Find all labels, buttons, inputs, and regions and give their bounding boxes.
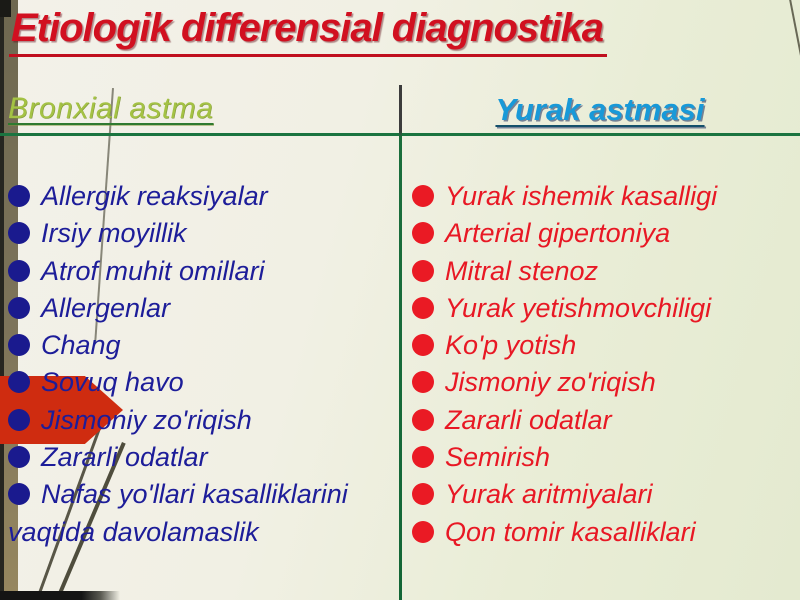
list-item: Arterial gipertoniya (412, 215, 800, 252)
bullet-icon (412, 296, 434, 319)
bullet-icon (412, 371, 434, 394)
bullet-icon (412, 520, 434, 543)
bottom-dark-strip (0, 591, 120, 600)
list-item: Yurak ishemik kasalligi (412, 178, 800, 215)
column-header-yurak-astmasi: Yurak astmasi (495, 92, 705, 127)
list-item: Mitral stenoz (412, 253, 800, 290)
decorative-stem-line (788, 0, 800, 65)
bullet-icon (8, 259, 30, 282)
bullet-icon (8, 371, 30, 394)
list-item: Irsiy moyillik (8, 215, 390, 252)
top-left-corner-fragment (0, 0, 11, 17)
list-item: Allergenlar (8, 290, 390, 327)
list-item: Zararli odatlar (412, 402, 800, 439)
list-item: Nafas yo'llari kasalliklarini vaqtida da… (8, 479, 348, 547)
list-item: Qon tomir kasalliklari (412, 514, 800, 551)
bullet-icon (412, 259, 434, 282)
bullet-icon (8, 408, 30, 431)
list-item: Allergik reaksiyalar (8, 178, 390, 215)
list-item: Yurak yetishmovchiligi (412, 290, 800, 327)
bullet-icon (8, 296, 30, 319)
bullet-icon (8, 222, 30, 245)
bullet-icon (8, 334, 30, 357)
bullet-icon (412, 483, 434, 506)
list-item: Jismoniy zo'riqish (8, 402, 390, 439)
list-item: Yurak aritmiyalari (412, 476, 800, 513)
bullet-list-bronxial-astma: Allergik reaksiyalar Irsiy moyillik Atro… (8, 178, 390, 551)
bullet-icon (8, 185, 30, 207)
list-item: Jismoniy zo'riqish (412, 364, 800, 401)
list-item: Semirish (412, 439, 800, 476)
list-item: Atrof muhit omillari (8, 253, 390, 290)
list-item: Ko'p yotish (412, 327, 800, 364)
bullet-icon (8, 446, 30, 469)
left-black-edge (0, 0, 4, 600)
column-header-bronxial-astma: Bronxial astma (8, 92, 214, 125)
bullet-icon (8, 483, 30, 506)
film-edge-strip (4, 0, 18, 592)
list-item: Zararli odatlar (8, 439, 390, 476)
list-item: Chang (8, 327, 390, 364)
bullet-icon (412, 185, 434, 207)
bullet-icon (412, 334, 434, 357)
bullet-icon (412, 222, 434, 245)
bullet-icon (412, 446, 434, 469)
bullet-list-yurak-astmasi: Yurak ishemik kasalligi Arterial giperto… (412, 178, 800, 551)
slide-title: Etiologik differensial diagnostika (9, 6, 608, 57)
bullet-icon (412, 408, 434, 431)
vertical-divider-line (399, 85, 402, 600)
list-item: Sovuq havo (8, 364, 390, 401)
